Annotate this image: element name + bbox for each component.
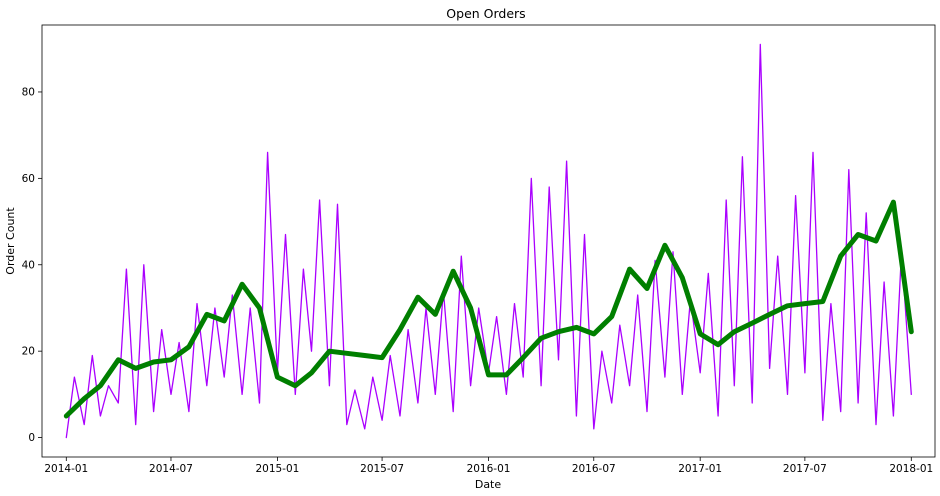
x-tick-label: 2016-07 [572, 463, 616, 475]
x-tick-label: 2017-01 [678, 463, 722, 475]
x-tick-label: 2014-07 [149, 463, 193, 475]
y-tick-label: 80 [22, 86, 35, 98]
x-tick-label: 2018-01 [889, 463, 933, 475]
y-tick-label: 40 [22, 259, 35, 271]
x-tick-label: 2015-07 [360, 463, 404, 475]
raw-order-count-line [65, 43, 912, 439]
y-axis-title: Order Count [4, 207, 17, 275]
y-tick-label: 20 [22, 346, 35, 358]
x-tick-label: 2014-01 [44, 463, 88, 475]
x-axis: 2014-01 2014-07 2015-01 2015-07 2016-01 2016-… [44, 457, 933, 475]
smoothed-trend-line [63, 199, 914, 419]
y-tick-label: 0 [28, 432, 35, 444]
x-tick-label: 2016-01 [467, 463, 511, 475]
plot-area [63, 43, 914, 439]
x-tick-label: 2015-01 [255, 463, 299, 475]
x-tick-label: 2017-07 [783, 463, 827, 475]
y-axis: 0 20 40 60 80 [22, 86, 42, 444]
plot-frame [41, 24, 936, 458]
y-tick-label: 60 [22, 173, 35, 185]
chart-title: Open Orders [446, 6, 525, 21]
x-axis-title: Date [475, 478, 502, 491]
